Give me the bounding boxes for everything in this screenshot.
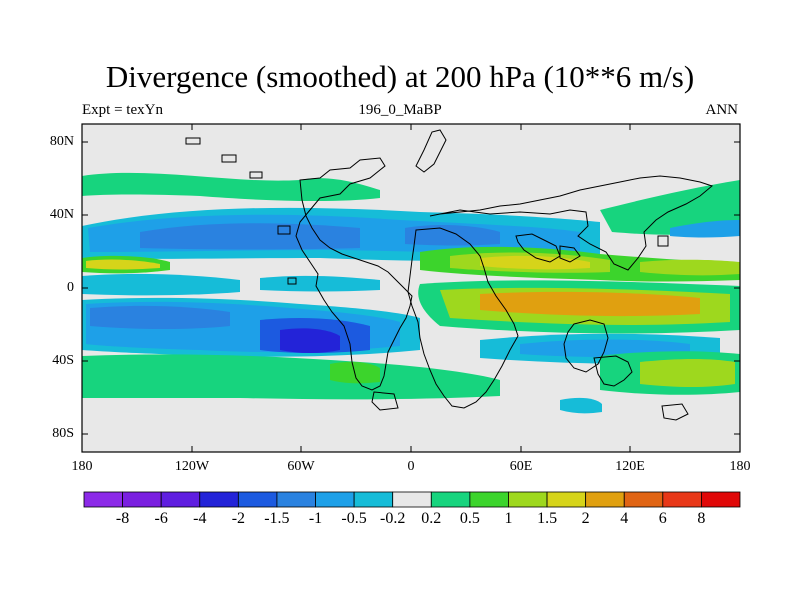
colorbar-tick-label: 0.5 [459,510,480,527]
colorbar-tick-label: 6 [658,510,667,527]
colorbar [83,491,741,508]
colorbar-swatch [623,491,664,508]
colorbar-swatch [430,491,471,508]
lat-label-0: 0 [67,280,74,295]
colorbar-swatch [83,491,123,508]
colorbar-swatch [546,491,587,508]
plot-title: Divergence (smoothed) at 200 hPa (10**6 … [105,59,695,94]
colorbar-tick-label: -8 [115,510,130,527]
colorbar-tick-label: 1.5 [537,510,558,527]
colorbar-swatch [315,491,355,508]
contour-field [82,124,740,452]
colorbar-swatch [160,491,201,508]
colorbar-tick-label: -0.2 [380,510,406,527]
colorbar-swatch [662,491,702,508]
colorbar-swatch [701,491,741,508]
colorbar-swatch [353,491,394,508]
case-label: 196_0_MaBP [358,102,442,118]
colorbar-tick-label: 4 [620,510,629,527]
axis-ticks [81,124,741,452]
colorbar-swatch [122,491,162,508]
colorbar-tick-label: -2 [231,510,246,527]
lat-label-80s: 80S [52,426,74,441]
colorbar-tick-label: 1 [504,510,513,527]
colorbar-swatch [469,491,509,508]
lat-label-40n: 40N [49,207,74,222]
colorbar-swatch [392,491,432,508]
colorbar-tick-label: -6 [154,510,168,527]
lon-label-180-east: 180 [729,459,751,474]
colorbar-tick-label: -1 [308,510,323,527]
season-label: ANN [705,102,739,118]
colorbar-swatch [508,491,548,508]
coastline-outlines [185,129,714,421]
colorbar-swatch [276,491,316,508]
experiment-label: Expt = texYn [82,102,163,118]
colorbar-tick-label: 0.2 [421,510,442,527]
colorbar-swatch [585,491,625,508]
lon-label-120w: 120W [174,459,210,474]
lon-label-120e: 120E [615,459,645,474]
lon-label-0: 0 [407,459,415,474]
colorbar-swatch [199,491,239,508]
lon-label-60e: 60E [509,459,533,474]
lon-label-60w: 60W [287,459,315,474]
colorbar-tick-label: -4 [193,510,207,527]
colorbar-tick-label: 8 [697,510,706,527]
lon-label-180-west: 180 [71,459,93,474]
lat-label-80n: 80N [49,134,74,149]
colorbar-tick-label: 2 [581,510,590,527]
colorbar-tick-label: -0.5 [341,510,367,527]
lat-label-40s: 40S [52,353,74,368]
colorbar-tick-label: -1.5 [264,510,290,527]
colorbar-swatch [237,491,278,508]
